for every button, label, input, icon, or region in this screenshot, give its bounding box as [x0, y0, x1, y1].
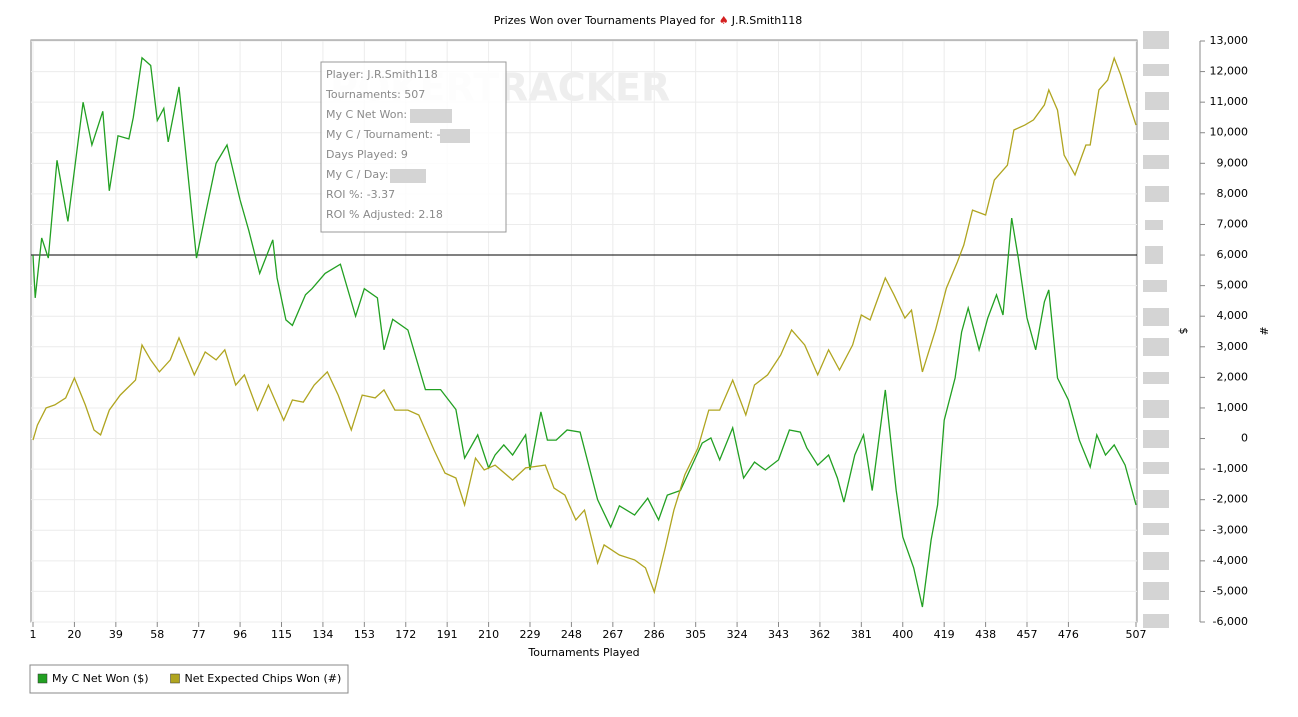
tooltip-line: My C / Day: [326, 168, 389, 181]
legend-label: Net Expected Chips Won (#) [185, 672, 342, 685]
x-tick-label: 172 [395, 628, 416, 641]
y2-tick-label: -4,000 [1213, 554, 1248, 567]
spade-icon: ♠ [719, 14, 729, 27]
x-tick-label: 343 [768, 628, 789, 641]
x-tick-label: 96 [233, 628, 247, 641]
x-tick-label: 305 [685, 628, 706, 641]
x-tick-label: 39 [109, 628, 123, 641]
legend-box [29, 664, 349, 694]
x-tick-label: 507 [1126, 628, 1147, 641]
y2-tick-label: 7,000 [1217, 217, 1249, 230]
x-tick-label: 381 [851, 628, 872, 641]
x-tick-label: 267 [602, 628, 623, 641]
x-tick-label: 1 [30, 628, 37, 641]
y2-tick-label: -6,000 [1213, 615, 1248, 628]
blurred-value [390, 169, 426, 183]
tooltip-line: My C Net Won: [326, 108, 407, 121]
tooltip-line: ROI % Adjusted: 2.18 [326, 208, 443, 221]
lines [31, 56, 1137, 608]
x-axis-title: Tournaments Played [527, 646, 639, 659]
y2-tick-label: 9,000 [1217, 156, 1249, 169]
tooltip-line: Tournaments: 507 [325, 88, 425, 101]
legend-swatch [170, 673, 180, 684]
legend [29, 664, 349, 694]
y2-tick-label: 4,000 [1217, 309, 1249, 322]
x-tick-label: 438 [975, 628, 996, 641]
x-tick-label: 115 [271, 628, 292, 641]
x-tick-label: 362 [809, 628, 830, 641]
y2-tick-label: 5,000 [1217, 279, 1249, 292]
tooltip-line: Player: J.R.Smith118 [326, 68, 438, 81]
y2-tick-label: 11,000 [1210, 95, 1249, 108]
x-tick-label: 286 [644, 628, 665, 641]
y2-tick-label: 6,000 [1217, 248, 1249, 261]
x-tick-label: 153 [354, 628, 375, 641]
tooltip-line: Days Played: 9 [326, 148, 408, 161]
legend-label: My C Net Won ($) [52, 672, 149, 685]
y2-tick-label: 0 [1241, 432, 1248, 445]
tooltip-line: My C / Tournament: - [326, 128, 440, 141]
y2-tick-label: 13,000 [1210, 34, 1249, 47]
tooltip-box [320, 61, 507, 233]
y2-tick-label: 3,000 [1217, 340, 1249, 353]
x-tick-label: 248 [561, 628, 582, 641]
tooltip-line: ROI %: -3.37 [326, 188, 395, 201]
y2-axis-title: # [1257, 326, 1270, 335]
grid [31, 40, 1137, 623]
y2-tick-label: -5,000 [1213, 584, 1248, 597]
x-tick-label: 324 [727, 628, 748, 641]
x-tick-label: 191 [437, 628, 458, 641]
tooltip: Player: J.R.Smith118 Tournaments: 507 My C… [320, 61, 507, 233]
y2-tick-label: -2,000 [1213, 493, 1248, 506]
legend-swatch [37, 673, 48, 684]
x-tick-label: 58 [150, 628, 164, 641]
y2-tick-label: 8,000 [1217, 187, 1249, 200]
y2-tick-label: 10,000 [1210, 126, 1249, 139]
x-tick-label: 210 [478, 628, 499, 641]
chart-title: Prizes Won over Tournaments Played for ♠ J… [494, 14, 803, 27]
y-axis-title: $ [1177, 328, 1190, 335]
series-line [32, 56, 1137, 608]
title-player: J.R.Smith118 [731, 14, 803, 27]
y2-tick-label: 1,000 [1217, 401, 1249, 414]
series-line [32, 56, 1137, 595]
y2-tick-label: 2,000 [1217, 370, 1249, 383]
title-text: Prizes Won over Tournaments Played for [494, 14, 716, 27]
y2-tick-label: 12,000 [1210, 65, 1249, 78]
x-tick-label: 476 [1058, 628, 1079, 641]
blurred-value [410, 109, 452, 123]
x-tick-label: 20 [67, 628, 81, 641]
blurred-value [440, 129, 470, 143]
x-tick-label: 457 [1017, 628, 1038, 641]
x-tick-label: 77 [192, 628, 206, 641]
x-tick-label: 229 [520, 628, 541, 641]
x-tick-label: 134 [312, 628, 333, 641]
plot-area [30, 39, 1138, 623]
left-axis-blurred [1143, 31, 1169, 628]
y2-tick-label: -1,000 [1213, 462, 1248, 475]
y2-tick-label: -3,000 [1213, 523, 1248, 536]
legend-items: My C Net Won ($) Net Expected Chips Won (… [37, 672, 342, 685]
x-tick-label: 419 [934, 628, 955, 641]
x-tick-label: 400 [892, 628, 913, 641]
